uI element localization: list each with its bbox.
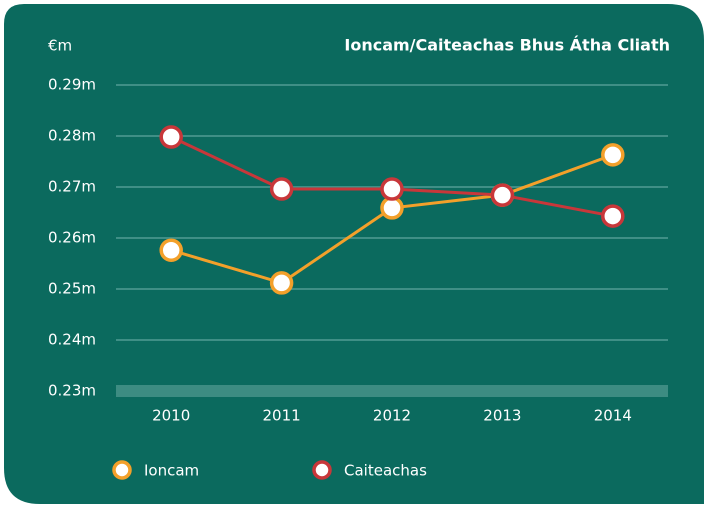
x-tick-label: 2014	[594, 407, 632, 425]
x-tick-label: 2013	[483, 407, 521, 425]
chart-title: Ioncam/Caiteachas Bhus Átha Cliath	[344, 36, 670, 55]
y-tick-label: 0.26m	[48, 229, 96, 247]
y-axis-label: €m	[48, 37, 72, 55]
point	[269, 271, 294, 295]
point	[490, 183, 515, 207]
x-tick-label: 2012	[373, 407, 411, 425]
point	[380, 196, 404, 220]
y-tick-label: 0.28m	[48, 127, 96, 145]
point	[380, 177, 404, 201]
point	[601, 204, 625, 228]
x-tick-label: 2011	[263, 407, 301, 425]
point	[601, 143, 625, 167]
x-tick-label: 2010	[152, 407, 190, 425]
y-tick-label: 0.27m	[48, 178, 96, 196]
point	[159, 238, 183, 262]
legend-marker	[312, 460, 332, 480]
legend-marker	[112, 460, 132, 480]
legend-label: Caiteachas	[344, 462, 427, 480]
y-tick-label: 0.29m	[48, 76, 96, 94]
y-tick-label: 0.24m	[48, 331, 96, 349]
y-tick-label: 0.23m	[48, 382, 96, 400]
legend-label: Ioncam	[144, 462, 199, 480]
y-tick-label: 0.25m	[48, 280, 96, 298]
point	[269, 177, 294, 201]
point	[159, 125, 183, 149]
chart-background	[4, 4, 704, 504]
